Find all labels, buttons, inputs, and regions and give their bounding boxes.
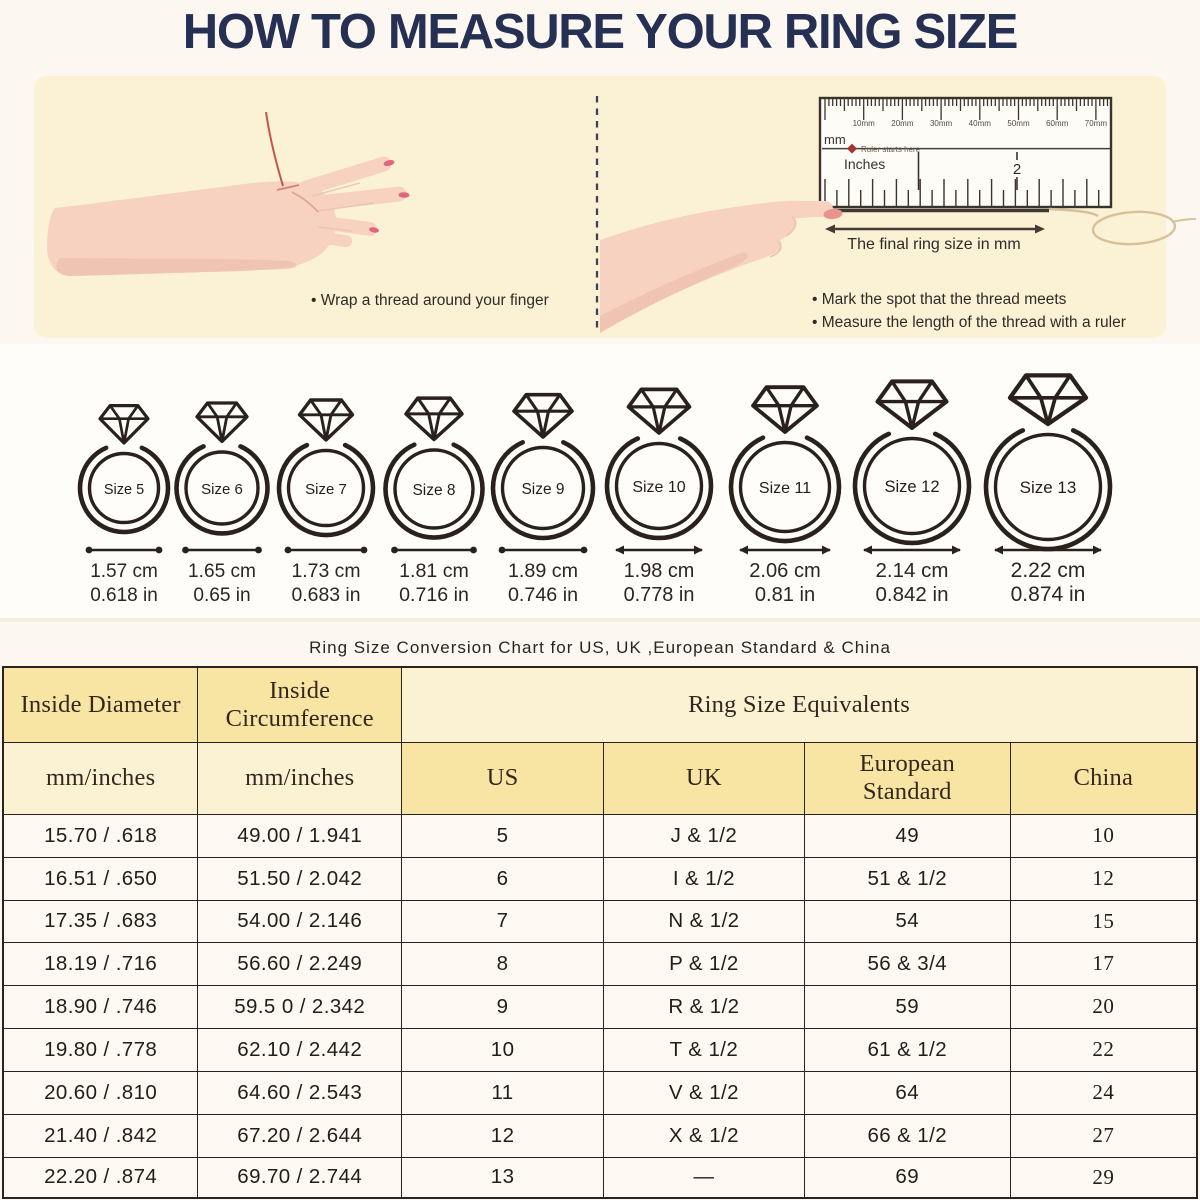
svg-text:60mm: 60mm [1046,119,1069,128]
svg-text:1.98 cm: 1.98 cm [624,560,695,582]
svg-text:0.65 in: 0.65 in [193,585,250,606]
svg-text:10mm: 10mm [853,119,876,128]
svg-text:• Wrap a thread around your fi: • Wrap a thread around your finger [311,292,549,309]
svg-text:• Mark the spot that the threa: • Mark the spot that the thread meets [812,291,1067,308]
svg-text:1.57 cm: 1.57 cm [90,561,158,582]
svg-text:Size 7: Size 7 [305,481,347,498]
svg-text:0.874 in: 0.874 in [1011,583,1086,606]
svg-text:50mm: 50mm [1007,119,1030,128]
svg-text:1.73 cm: 1.73 cm [292,560,361,582]
svg-text:0.716 in: 0.716 in [399,584,469,606]
svg-text:Size 11: Size 11 [759,480,811,497]
svg-text:Size 10: Size 10 [632,479,685,496]
svg-text:0.618 in: 0.618 in [90,585,158,606]
svg-text:• Measure the length of the th: • Measure the length of the thread with … [812,314,1126,331]
svg-text:70mm: 70mm [1085,119,1108,128]
svg-text:0.778 in: 0.778 in [624,584,695,606]
svg-text:2.22 cm: 2.22 cm [1011,559,1086,582]
svg-text:Ruler starts here: Ruler starts here [861,145,921,154]
svg-text:mm: mm [824,132,846,147]
svg-text:Size 8: Size 8 [412,482,455,499]
svg-text:1.65 cm: 1.65 cm [188,561,256,582]
svg-text:Inches: Inches [844,156,885,172]
svg-text:20mm: 20mm [891,119,914,128]
svg-text:2: 2 [1013,161,1021,178]
svg-text:1.89 cm: 1.89 cm [508,560,578,582]
svg-text:0.683 in: 0.683 in [291,584,360,606]
svg-text:2.14 cm: 2.14 cm [876,559,949,582]
svg-text:0.746 in: 0.746 in [508,584,578,606]
svg-text:2.06 cm: 2.06 cm [749,560,820,582]
svg-text:Size 6: Size 6 [201,481,243,498]
svg-text:Size 12: Size 12 [884,478,939,496]
svg-text:40mm: 40mm [969,119,992,128]
svg-text:30mm: 30mm [930,119,953,128]
svg-text:1.81 cm: 1.81 cm [399,560,469,582]
svg-text:0.81 in: 0.81 in [755,584,815,606]
svg-text:Size 9: Size 9 [521,481,564,498]
svg-text:Size 5: Size 5 [104,482,144,498]
svg-text:0.842 in: 0.842 in [876,583,949,606]
svg-text:The final ring size in mm: The final ring size in mm [847,236,1020,253]
svg-text:Size 13: Size 13 [1020,478,1077,497]
